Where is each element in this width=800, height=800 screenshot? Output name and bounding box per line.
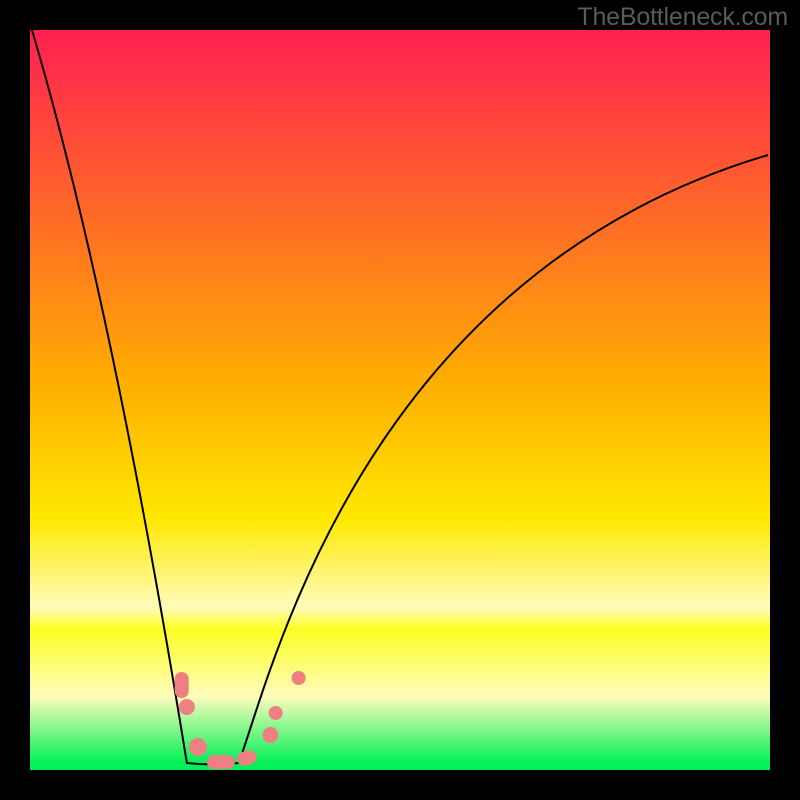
data-marker <box>186 735 209 758</box>
data-marker <box>179 699 195 715</box>
watermark-text: TheBottleneck.com <box>577 3 788 32</box>
chart-svg <box>0 0 800 800</box>
chart-frame: TheBottleneck.com <box>0 0 800 800</box>
data-marker <box>235 749 258 768</box>
data-marker <box>292 671 306 685</box>
data-marker <box>263 727 279 743</box>
data-marker <box>175 672 189 698</box>
plot-area <box>30 30 770 770</box>
data-marker <box>269 706 283 720</box>
data-marker <box>207 755 235 769</box>
bottleneck-curve <box>32 30 768 765</box>
